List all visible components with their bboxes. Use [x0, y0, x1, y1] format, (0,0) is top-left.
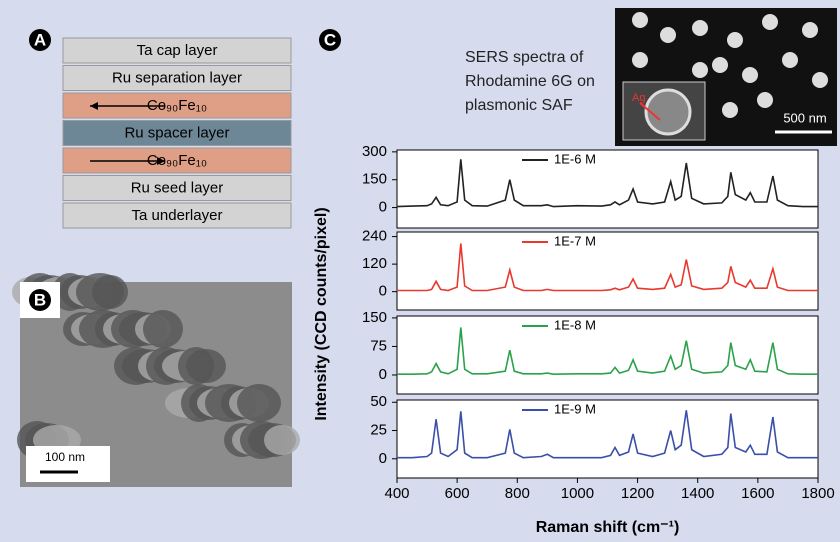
particle: [782, 52, 798, 68]
x-label: Raman shift (cm⁻¹): [536, 519, 680, 536]
x-tick-label: 1200: [621, 485, 654, 502]
scale-label: 500 nm: [783, 110, 826, 125]
y-tick-label: 0: [379, 450, 387, 467]
y-tick-label: 0: [379, 199, 387, 216]
layer-label: Ru spacer layer: [124, 124, 229, 141]
title-line: plasmonic SAF: [465, 97, 573, 114]
particle: [802, 22, 818, 38]
particle: [742, 67, 758, 83]
particle: [92, 275, 128, 309]
layer-label: Ta underlayer: [132, 207, 223, 224]
y-tick-label: 150: [362, 309, 387, 326]
legend-label: 1E-8 M: [554, 317, 596, 332]
y-tick-label: 0: [379, 283, 387, 300]
layer-label: Ru separation layer: [112, 69, 242, 86]
panel-label: A: [34, 30, 46, 49]
particle: [632, 12, 648, 28]
particle: [692, 62, 708, 78]
y-tick-label: 25: [370, 421, 387, 438]
x-tick-label: 800: [505, 485, 530, 502]
page: {"panel_labels":["A","B","C"], "layers":…: [0, 0, 840, 542]
x-tick-label: 1600: [741, 485, 774, 502]
particle: [143, 310, 183, 348]
y-tick-label: 0: [379, 366, 387, 383]
particle: [812, 72, 828, 88]
x-tick-label: 600: [445, 485, 470, 502]
particle: [712, 57, 728, 73]
particle: [660, 27, 676, 43]
y-tick-label: 240: [362, 228, 387, 245]
y-tick-label: 75: [370, 337, 387, 354]
ag-label: Ag: [632, 92, 645, 104]
y-label: Intensity (CCD counts/pixel): [313, 207, 330, 420]
particle: [186, 349, 226, 383]
particle: [722, 102, 738, 118]
particle: [264, 425, 300, 455]
layer-label: Ta cap layer: [137, 42, 218, 59]
particle: [757, 92, 773, 108]
particle: [692, 20, 708, 36]
figure: 100 nm Ag 500 nm SERS spectra of Rhodami…: [0, 0, 840, 542]
legend-label: 1E-6 M: [554, 151, 596, 166]
x-tick-label: 400: [384, 485, 409, 502]
title-line: SERS spectra of: [465, 49, 584, 66]
particle: [646, 90, 690, 134]
legend-label: 1E-7 M: [554, 233, 596, 248]
panel-label: B: [34, 290, 46, 309]
y-tick-label: 50: [370, 393, 387, 410]
y-tick-label: 150: [362, 171, 387, 188]
x-tick-label: 1400: [681, 485, 714, 502]
x-tick-label: 1800: [801, 485, 834, 502]
particle: [237, 384, 281, 422]
title-line: Rhodamine 6G on: [465, 73, 595, 90]
scale-label: 100 nm: [45, 450, 85, 464]
panel-label: C: [324, 30, 336, 49]
x-tick-label: 1000: [561, 485, 594, 502]
legend-label: 1E-9 M: [554, 401, 596, 416]
particle: [727, 32, 743, 48]
layer-label: Ru seed layer: [131, 179, 224, 196]
y-tick-label: 300: [362, 143, 387, 160]
particle: [632, 52, 648, 68]
particle: [762, 14, 778, 30]
y-tick-label: 120: [362, 255, 387, 272]
